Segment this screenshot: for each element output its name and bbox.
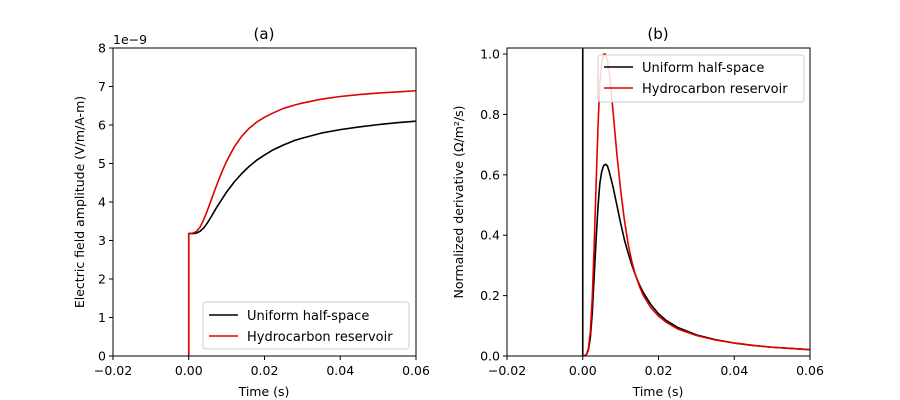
panel-b-x-tick-label: 0.02 <box>645 363 673 378</box>
panel-a-x-tick-label: 0.04 <box>326 363 354 378</box>
panel-b-plot-area <box>581 48 810 356</box>
panel-a-x-tick-label: 0.02 <box>251 363 279 378</box>
panel-b-x-tick-label: 0.00 <box>569 363 597 378</box>
panel-b-legend-label-hydrocarbon: Hydrocarbon reservoir <box>642 82 788 97</box>
panel-b-title: (b) <box>647 25 668 43</box>
panel-a-y-tick-label: 1 <box>98 310 106 325</box>
panel-a: (a) 1e−9 −0.02 0.00 0.02 0.04 0.06 0 1 2 3 4 5 6 7 8… <box>72 25 430 399</box>
panel-a-y-tick-label: 3 <box>98 233 106 248</box>
panel-b-y-tick-label: 0.0 <box>480 349 500 364</box>
panel-a-y-tick-label: 2 <box>98 272 106 287</box>
panel-b-frame <box>506 47 811 357</box>
panel-a-y-tick-label: 8 <box>98 41 106 56</box>
panel-b-y-axis-label: Normalized derivative (Ω/m²/s) <box>451 105 466 298</box>
panel-b-y-tick-label: 0.2 <box>480 288 500 303</box>
panel-b: (b) −0.02 0.00 0.02 0.04 0.06 0.00.20.40.60.… <box>451 25 824 399</box>
panel-b-y-axis: 0.0 0.2 0.4 0.6 0.8 1.0 <box>480 47 507 364</box>
panel-b-legend-label-uniform: Uniform half-space <box>642 61 764 76</box>
panel-b-x-tick-label: −0.02 <box>488 363 526 378</box>
panel-a-y-tick-label: 5 <box>98 156 106 171</box>
panel-b-series-hydrocarbon <box>582 53 810 356</box>
panel-a-y-tick-label: 0 <box>98 349 106 364</box>
panel-b-y-tick-label: 1.0 <box>480 47 500 62</box>
panel-a-y-tick-label: 6 <box>98 118 106 133</box>
panel-b-x-tick-label: 0.06 <box>796 363 824 378</box>
panel-a-y-tick-label: 7 <box>98 79 106 94</box>
panel-a-x-axis-label: Time (s) <box>238 384 290 399</box>
panel-b-x-axis: −0.02 0.00 0.02 0.04 0.06 <box>488 356 824 378</box>
panel-a-legend-box <box>202 301 410 350</box>
panel-a-legend-label-hydrocarbon: Hydrocarbon reservoir <box>247 330 393 345</box>
panel-a-frame <box>112 47 417 357</box>
panel-a-legend-label-uniform: Uniform half-space <box>247 309 369 324</box>
panel-b-legend-box <box>597 54 805 103</box>
panel-a-series-hydrocarbon <box>187 89 416 356</box>
panel-b-y-tick-label: 0.8 <box>480 107 500 122</box>
panel-b-x-axis-label: Time (s) <box>632 384 684 399</box>
panel-b-y-tick-label: 0.6 <box>480 167 500 182</box>
panel-a-x-tick-label: 0.06 <box>402 363 430 378</box>
panel-a-x-tick-label: −0.02 <box>94 363 132 378</box>
panel-a-legend: Uniform half-space Hydrocarbon reservoir <box>202 301 410 350</box>
panel-a-y-axis-label: Electric field amplitude (V/m/A-m) <box>72 96 87 308</box>
panel-b-x-tick-label: 0.04 <box>720 363 748 378</box>
panel-a-x-tick-label: 0.00 <box>175 363 203 378</box>
panel-a-y-axis: 0 1 2 3 4 5 6 7 8 <box>98 41 113 364</box>
panel-b-legend: Uniform half-space Hydrocarbon reservoir <box>597 54 805 103</box>
panel-a-series-uniform <box>187 120 416 356</box>
panel-a-x-axis: −0.02 0.00 0.02 0.04 0.06 <box>94 356 430 378</box>
panel-a-y-tick-label: 4 <box>98 195 106 210</box>
panel-a-title: (a) <box>254 25 275 43</box>
panel-b-y-tick-label: 0.4 <box>480 228 500 243</box>
panel-a-plot-area <box>187 89 416 356</box>
panel-a-offset-label: 1e−9 <box>113 32 147 47</box>
